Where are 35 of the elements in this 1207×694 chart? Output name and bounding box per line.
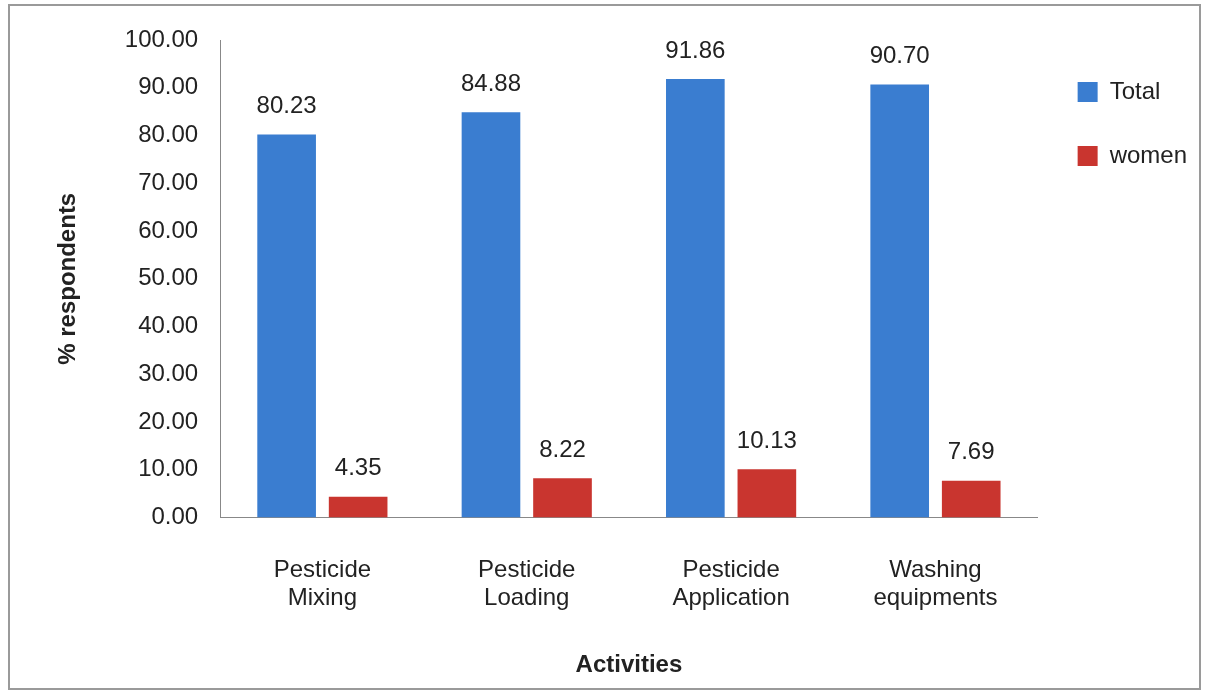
x-tick-label: Washing equipments: [873, 554, 998, 611]
x-tick-label: Pesticide Loading: [478, 554, 576, 611]
bar: [941, 480, 1001, 518]
bar: [533, 478, 592, 518]
y-tick-label: 30.00: [138, 358, 199, 386]
y-tick-label: 20.00: [138, 406, 199, 434]
y-tick-label: 0.00: [151, 502, 199, 530]
bar: [737, 469, 797, 518]
y-tick-label: 70.00: [138, 167, 199, 195]
legend-label: Total: [1109, 76, 1161, 104]
y-tick-label: 80.00: [138, 120, 199, 148]
data-label: 10.13: [736, 425, 797, 453]
y-tick-label: 90.00: [138, 72, 199, 100]
bar: [461, 112, 521, 518]
data-label: 91.86: [665, 35, 726, 63]
y-axis-title: % respondents: [53, 192, 81, 365]
bar: [257, 134, 316, 518]
data-label: 90.70: [869, 41, 930, 69]
bar: [666, 78, 725, 518]
y-tick-label: 50.00: [138, 263, 199, 291]
x-tick-label: Pesticide Mixing: [273, 554, 372, 611]
x-tick-label: Pesticide Application: [672, 554, 790, 611]
y-tick-label: 10.00: [138, 454, 199, 482]
data-label: 8.22: [539, 434, 586, 462]
data-label: 7.69: [947, 437, 995, 465]
y-tick-label: 40.00: [138, 311, 199, 339]
legend-label: women: [1108, 140, 1188, 168]
data-label: 84.88: [460, 68, 522, 96]
x-axis-title: Activities: [575, 650, 683, 678]
bar: [870, 84, 930, 518]
data-label: 4.35: [334, 453, 382, 481]
data-label: 80.23: [256, 91, 317, 119]
bar: [328, 496, 388, 518]
y-tick-label: 100.00: [124, 24, 199, 52]
y-tick-label: 60.00: [138, 215, 199, 243]
